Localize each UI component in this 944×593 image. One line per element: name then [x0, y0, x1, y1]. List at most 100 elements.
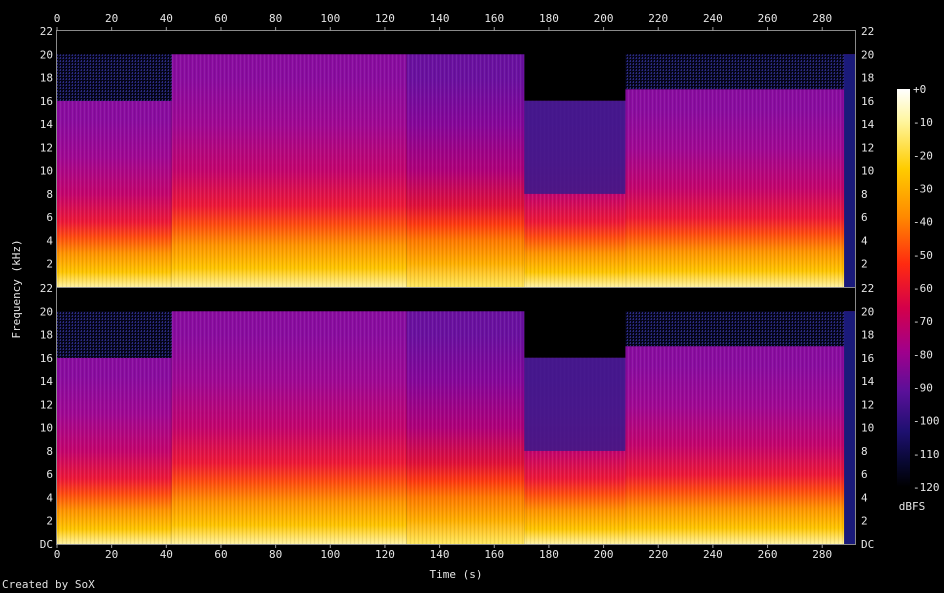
y-tick-label-right: 20: [861, 305, 874, 318]
x-tick-label-top: 140: [430, 12, 450, 25]
colorbar-label: dBFS: [899, 500, 926, 513]
y-tick-label-left: 12: [40, 398, 53, 411]
colorbar-tick-label: -120: [913, 481, 940, 494]
y-tick-label-left: 10: [40, 422, 53, 435]
colorbar-tick-label: +0: [913, 83, 926, 96]
y-tick-label-left: 4: [46, 491, 53, 504]
spectral-texture: [625, 346, 845, 544]
noise-floor-band: [57, 54, 172, 101]
x-tick-label-top: 40: [160, 12, 173, 25]
y-tick-label-left: 6: [46, 211, 53, 224]
x-tick-label-bottom: 280: [812, 548, 832, 561]
y-tick-label-right: 6: [861, 211, 868, 224]
y-tick-label-left: 22: [40, 25, 53, 38]
x-tick-label-top: 200: [594, 12, 614, 25]
y-tick-label-right: 2: [861, 515, 868, 528]
clean-upper-band: [524, 357, 626, 451]
y-tick-label-left: 8: [46, 188, 53, 201]
x-tick-label-bottom: 260: [758, 548, 778, 561]
right-channel-spectrogram: [56, 287, 856, 545]
y-tick-label-left: 18: [40, 72, 53, 85]
colorbar-tick-label: -30: [913, 183, 933, 196]
noise-floor-band: [57, 311, 172, 358]
colorbar-tick-label: -60: [913, 282, 933, 295]
spectral-texture: [57, 100, 172, 288]
y-tick-label-right: 22: [861, 25, 874, 38]
x-tick-label-top: 100: [320, 12, 340, 25]
x-tick-label-top: 0: [54, 12, 61, 25]
y-tick-label-right: 18: [861, 72, 874, 85]
x-tick-label-bottom: 120: [375, 548, 395, 561]
credit-text: Created by SoX: [2, 578, 95, 591]
left-channel-spectrogram: [56, 30, 856, 288]
x-tick-label-bottom: 100: [320, 548, 340, 561]
y-tick-label-right: 10: [861, 422, 874, 435]
axes: 0 0 20 20 40 40 60 60 80 80 100 100 120 120 140 140 160 1…: [40, 12, 875, 561]
y-tick-label-right: 8: [861, 188, 868, 201]
colorbar-tick-label: -90: [913, 382, 933, 395]
y-tick-label-left: DC: [40, 538, 53, 551]
y-tick-label-left: 10: [40, 165, 53, 178]
colorbar-tick-label: -80: [913, 348, 933, 361]
y-tick-label-left: 8: [46, 445, 53, 458]
spectral-texture: [625, 89, 845, 287]
fade-out-band: [844, 54, 855, 287]
y-tick-label-right: 20: [861, 48, 874, 61]
y-tick-label-left: 16: [40, 352, 53, 365]
x-tick-label-top: 260: [758, 12, 778, 25]
y-tick-label-left: 20: [40, 48, 53, 61]
y-tick-label-left: 4: [46, 234, 53, 247]
y-tick-label-right: 16: [861, 352, 874, 365]
fade-out-band: [844, 311, 855, 544]
y-tick-label-left: 22: [40, 282, 53, 295]
y-tick-label-right: 18: [861, 329, 874, 342]
spectral-texture: [57, 357, 172, 544]
x-tick-label-top: 80: [269, 12, 282, 25]
y-tick-label-right: 2: [861, 258, 868, 271]
x-tick-label-bottom: 140: [430, 548, 450, 561]
x-tick-label-top: 60: [214, 12, 227, 25]
x-tick-label-bottom: 180: [539, 548, 559, 561]
colorbar-tick-label: -40: [913, 216, 933, 229]
y-tick-label-right: 8: [861, 445, 868, 458]
y-tick-label-left: 2: [46, 258, 53, 271]
y-tick-label-left: 14: [40, 118, 54, 131]
x-axis-label: Time (s): [430, 568, 483, 581]
y-tick-label-right: 12: [861, 141, 874, 154]
x-tick-label-top: 240: [703, 12, 723, 25]
y-tick-label-right: 12: [861, 398, 874, 411]
spectral-texture: [406, 54, 525, 287]
x-tick-label-bottom: 60: [214, 548, 227, 561]
x-tick-label-bottom: 80: [269, 548, 282, 561]
y-tick-label-left: 14: [40, 375, 54, 388]
x-tick-label-bottom: 240: [703, 548, 723, 561]
x-tick-label-top: 160: [484, 12, 504, 25]
noise-floor-band: [625, 311, 845, 347]
y-tick-label-right: 16: [861, 95, 874, 108]
panel-frame: [56, 287, 856, 545]
y-tick-label-right: 14: [861, 118, 875, 131]
colorbar-tick-label: -50: [913, 249, 933, 262]
y-tick-label-left: 20: [40, 305, 53, 318]
y-tick-label-right: 6: [861, 468, 868, 481]
colorbar-tick-label: -100: [913, 415, 940, 428]
spectral-texture: [406, 311, 525, 544]
colorbar: +0 -10 -20 -30 -40 -50 -60 -70 -80 -90 -100 -110 -12…: [897, 83, 940, 494]
x-tick-label-bottom: 220: [648, 548, 668, 561]
y-tick-label-left: 12: [40, 141, 53, 154]
colorbar-tick-label: -10: [913, 116, 933, 129]
y-tick-label-left: 6: [46, 468, 53, 481]
y-tick-label-right: 14: [861, 375, 875, 388]
x-tick-label-bottom: 0: [54, 548, 61, 561]
x-tick-label-top: 220: [648, 12, 668, 25]
spectral-texture: [171, 311, 407, 544]
x-tick-label-bottom: 160: [484, 548, 504, 561]
y-tick-label-right: DC: [861, 538, 874, 551]
y-tick-label-left: 18: [40, 329, 53, 342]
x-tick-label-top: 20: [105, 12, 118, 25]
colorbar-tick-label: -110: [913, 448, 940, 461]
x-tick-label-bottom: 40: [160, 548, 173, 561]
y-tick-label-left: 2: [46, 515, 53, 528]
x-tick-label-top: 280: [812, 12, 832, 25]
